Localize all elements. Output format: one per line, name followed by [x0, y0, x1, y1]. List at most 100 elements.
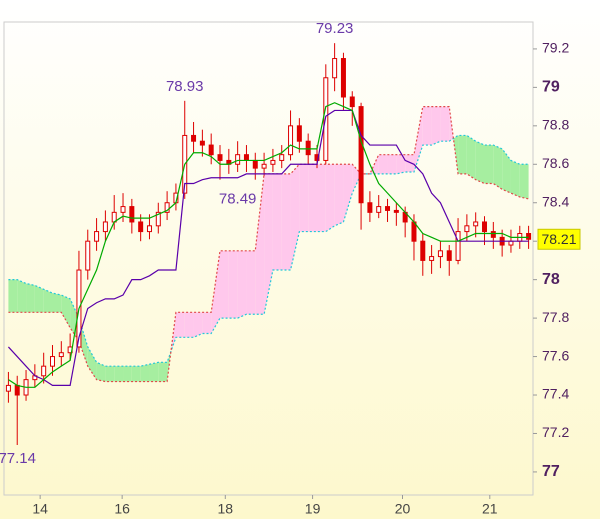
cloud — [149, 362, 159, 382]
cloud — [202, 312, 212, 334]
span_a-line — [8, 134, 529, 367]
cloud — [440, 106, 450, 142]
cloud — [510, 160, 520, 197]
cloud — [281, 173, 291, 271]
cloud — [519, 164, 529, 199]
candle-body — [41, 365, 47, 377]
candle-body — [5, 384, 11, 392]
candle-body — [411, 221, 417, 242]
cloud — [8, 279, 18, 313]
cloud — [422, 106, 432, 146]
plot-frame — [3, 21, 534, 496]
cloud — [96, 362, 106, 382]
candle-body — [332, 58, 338, 79]
price-annotation: 78.93 — [166, 78, 204, 95]
candle-body — [252, 159, 258, 169]
cloud — [26, 283, 35, 313]
cloud — [290, 164, 300, 271]
price-annotation: 78.49 — [219, 190, 257, 207]
cloud — [458, 135, 467, 174]
cloud — [123, 366, 132, 382]
y-tick-label: 77 — [542, 463, 560, 480]
cloud — [167, 351, 171, 382]
cloud — [220, 250, 229, 319]
candle-body — [199, 140, 205, 146]
cloud — [466, 135, 476, 180]
y-tick-label: 78.6 — [542, 155, 569, 171]
price-annotation: 77.14 — [0, 450, 36, 467]
candle-body — [437, 250, 443, 258]
cloud — [131, 366, 141, 382]
candle-body — [490, 231, 496, 238]
cloud — [255, 173, 265, 315]
cloud — [396, 154, 406, 174]
cloud — [325, 164, 335, 232]
candle-body — [191, 134, 197, 142]
candle-body — [464, 225, 470, 233]
cloud — [193, 312, 203, 338]
candle-body — [243, 154, 249, 161]
cloud — [105, 366, 115, 382]
candle-body — [473, 221, 479, 227]
y-tick-label: 77.8 — [542, 309, 569, 325]
cloud — [52, 293, 62, 313]
cloud — [316, 164, 326, 232]
tenkan-line — [8, 102, 529, 388]
x-tick-label: 18 — [218, 501, 234, 517]
cloud — [431, 106, 441, 146]
candle-body — [349, 96, 355, 108]
y-tick-label: 77.2 — [542, 424, 569, 440]
candle-body — [58, 352, 64, 358]
candle-body — [455, 231, 461, 261]
cloud — [43, 289, 53, 313]
cloud — [502, 148, 511, 194]
cloud — [405, 154, 414, 172]
candle-body — [85, 240, 91, 271]
last-price-label: 78.21 — [541, 231, 576, 247]
candle-body — [367, 202, 373, 213]
x-tick-label: 19 — [305, 501, 321, 517]
y-tick-label: 79.2 — [542, 40, 569, 56]
cloud — [140, 364, 150, 382]
candle-body — [420, 240, 426, 261]
y-tick-label: 78.4 — [542, 193, 569, 209]
cloud — [246, 250, 256, 315]
candle-body — [146, 225, 152, 233]
x-tick-label: 21 — [482, 501, 498, 517]
y-tick-label: 79 — [542, 79, 560, 96]
cloud — [378, 154, 388, 174]
cloud — [343, 164, 353, 222]
cloud — [61, 295, 71, 328]
cloud — [175, 312, 185, 338]
cloud — [17, 279, 27, 313]
candle-body — [482, 221, 488, 233]
candle-body — [358, 106, 364, 204]
cloud — [158, 362, 168, 382]
candle-body — [393, 209, 399, 213]
candle-body — [385, 206, 391, 211]
cloud — [369, 154, 379, 174]
candle-body — [296, 125, 302, 142]
cloud — [484, 145, 494, 184]
cloud — [493, 145, 503, 190]
candle-body — [429, 256, 435, 261]
x-tick-label: 14 — [32, 501, 48, 517]
cloud — [184, 312, 194, 338]
candle-body — [208, 144, 214, 156]
candle-body — [129, 206, 135, 223]
candle-body — [235, 154, 241, 165]
candle-body — [120, 206, 126, 213]
y-tick-label: 78.8 — [542, 117, 569, 133]
last-price-box — [537, 228, 581, 250]
cloud — [228, 250, 238, 319]
candle-body — [340, 58, 346, 98]
cloud — [87, 346, 97, 380]
candle-body — [279, 154, 285, 161]
cloud — [264, 173, 273, 315]
candle-body — [49, 356, 55, 367]
candle-body — [270, 159, 276, 165]
candle-body — [217, 154, 223, 161]
cloud — [114, 366, 124, 382]
price-annotation: 79.23 — [316, 20, 354, 37]
